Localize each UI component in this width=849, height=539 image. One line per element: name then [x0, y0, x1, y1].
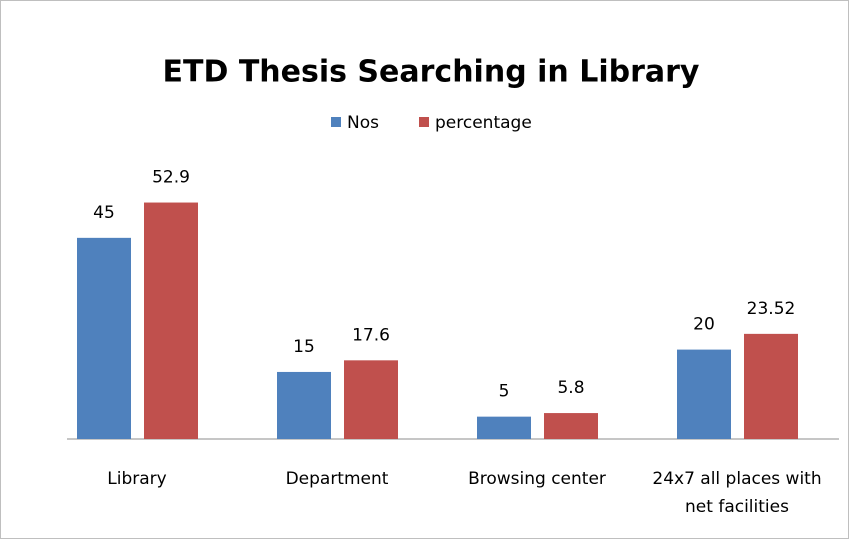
legend-swatch — [331, 117, 341, 127]
bar — [344, 360, 398, 439]
x-tick-label: 24x7 all places with net facilities — [652, 469, 822, 517]
data-label: 5.8 — [557, 378, 584, 398]
data-label: 5 — [499, 382, 510, 402]
bar — [544, 413, 598, 439]
data-label: 23.52 — [747, 299, 796, 319]
data-label: 52.9 — [152, 168, 190, 188]
data-label: 17.6 — [352, 325, 390, 345]
x-tick-label: Library — [107, 469, 167, 489]
x-tick-label: Browsing center — [468, 469, 606, 489]
bar — [744, 333, 798, 439]
chart-title: ETD Thesis Searching in Library — [163, 55, 700, 90]
data-label: 45 — [93, 203, 115, 223]
bar — [77, 237, 131, 439]
bar — [277, 371, 331, 439]
data-label: 20 — [693, 315, 715, 335]
bar — [477, 416, 531, 439]
data-label: 15 — [293, 337, 315, 357]
legend-swatch — [419, 117, 429, 127]
x-tick-label: Department — [285, 469, 389, 489]
bar — [677, 349, 731, 439]
legend-label: Nos — [347, 113, 379, 133]
bar — [144, 202, 198, 439]
legend-label: percentage — [435, 113, 532, 133]
